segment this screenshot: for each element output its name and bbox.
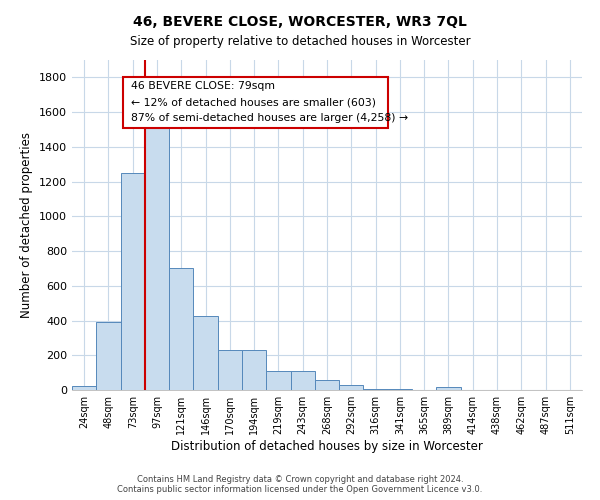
- Text: 46, BEVERE CLOSE, WORCESTER, WR3 7QL: 46, BEVERE CLOSE, WORCESTER, WR3 7QL: [133, 15, 467, 29]
- Bar: [96, 322, 121, 390]
- Bar: [388, 389, 412, 390]
- Bar: [339, 385, 364, 390]
- Bar: [72, 386, 96, 390]
- Bar: [364, 389, 388, 390]
- Y-axis label: Number of detached properties: Number of detached properties: [20, 132, 34, 318]
- Bar: [193, 316, 218, 390]
- Bar: [121, 173, 145, 390]
- Bar: [218, 350, 242, 390]
- FancyBboxPatch shape: [123, 76, 388, 128]
- Bar: [436, 386, 461, 390]
- Bar: [315, 380, 339, 390]
- Bar: [242, 350, 266, 390]
- Bar: [145, 78, 169, 390]
- Bar: [290, 371, 315, 390]
- Text: Contains HM Land Registry data © Crown copyright and database right 2024.
Contai: Contains HM Land Registry data © Crown c…: [118, 474, 482, 494]
- Text: 46 BEVERE CLOSE: 79sqm
← 12% of detached houses are smaller (603)
87% of semi-de: 46 BEVERE CLOSE: 79sqm ← 12% of detached…: [131, 82, 408, 122]
- Bar: [266, 371, 290, 390]
- X-axis label: Distribution of detached houses by size in Worcester: Distribution of detached houses by size …: [171, 440, 483, 453]
- Text: Size of property relative to detached houses in Worcester: Size of property relative to detached ho…: [130, 35, 470, 48]
- Bar: [169, 268, 193, 390]
